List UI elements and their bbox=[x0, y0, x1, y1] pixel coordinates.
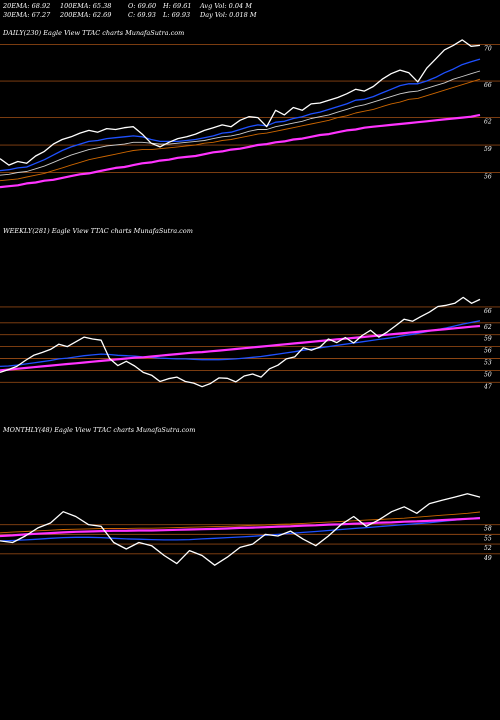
daily-ema-mid-line bbox=[0, 70, 481, 176]
monthly-y-tick-label: 52 bbox=[484, 545, 492, 552]
stat-avg-vol: Avg Vol: 0.04 M bbox=[199, 2, 252, 10]
daily-ema-orange-line bbox=[0, 78, 481, 182]
monthly-ema-slow-line bbox=[0, 517, 481, 538]
weekly-y-tick-label: 56 bbox=[484, 348, 492, 355]
stat-200ema: 200EMA: 62.69 bbox=[59, 11, 111, 19]
stat-close: C: 69.93 bbox=[128, 11, 156, 19]
daily-ema-fast-line bbox=[0, 58, 481, 172]
weekly-ema-slow-line bbox=[0, 324, 481, 372]
weekly-chart-panel: WEEKLY(281) Eagle View TTAC charts Munaf… bbox=[0, 227, 500, 390]
daily-y-tick-label: 70 bbox=[484, 45, 492, 52]
monthly-ema-fast-line bbox=[0, 516, 481, 542]
weekly-y-tick-label: 59 bbox=[484, 336, 492, 343]
stat-open: O: 69.60 bbox=[128, 2, 156, 10]
stat-low: L: 69.93 bbox=[162, 11, 190, 19]
daily-y-tick-label: 59 bbox=[484, 146, 492, 153]
daily-chart-title: DAILY(230) Eagle View TTAC charts Munafa… bbox=[2, 29, 184, 37]
weekly-ema-fast-line bbox=[0, 320, 481, 368]
weekly-y-tick-label: 53 bbox=[484, 359, 492, 366]
stat-day-vol: Day Vol: 0.018 M bbox=[199, 11, 257, 19]
stat-30ema: 30EMA: 67.27 bbox=[3, 11, 51, 19]
header-stats: 20EMA: 68.92 100EMA: 65.38 O: 69.60 H: 6… bbox=[2, 2, 257, 19]
weekly-y-tick-label: 62 bbox=[484, 324, 492, 331]
weekly-y-tick-label: 66 bbox=[484, 308, 492, 315]
daily-ema-slow-line bbox=[0, 113, 481, 189]
monthly-y-tick-label: 49 bbox=[483, 555, 492, 562]
daily-y-tick-label: 66 bbox=[484, 82, 492, 89]
monthly-price-line bbox=[0, 493, 481, 566]
daily-price-line bbox=[0, 39, 481, 166]
weekly-y-tick-label: 47 bbox=[483, 383, 492, 390]
monthly-chart-panel: MONTHLY(48) Eagle View TTAC charts Munaf… bbox=[0, 426, 500, 566]
stat-100ema: 100EMA: 65.38 bbox=[60, 2, 111, 10]
stat-20ema: 20EMA: 68.92 bbox=[2, 2, 50, 10]
monthly-y-tick-label: 58 bbox=[484, 526, 492, 533]
monthly-y-tick-label: 55 bbox=[484, 535, 492, 542]
daily-y-tick-label: 62 bbox=[484, 119, 492, 126]
monthly-chart-title: MONTHLY(48) Eagle View TTAC charts Munaf… bbox=[2, 426, 195, 434]
weekly-chart-title: WEEKLY(281) Eagle View TTAC charts Munaf… bbox=[3, 227, 193, 235]
weekly-y-tick-label: 50 bbox=[484, 371, 492, 378]
stat-high: H: 69.61 bbox=[162, 2, 192, 10]
daily-chart-panel: DAILY(230) Eagle View TTAC charts Munafa… bbox=[0, 29, 500, 189]
daily-y-tick-label: 56 bbox=[484, 173, 492, 180]
monthly-ema-orange-line bbox=[0, 511, 481, 534]
weekly-price-line bbox=[0, 296, 481, 388]
